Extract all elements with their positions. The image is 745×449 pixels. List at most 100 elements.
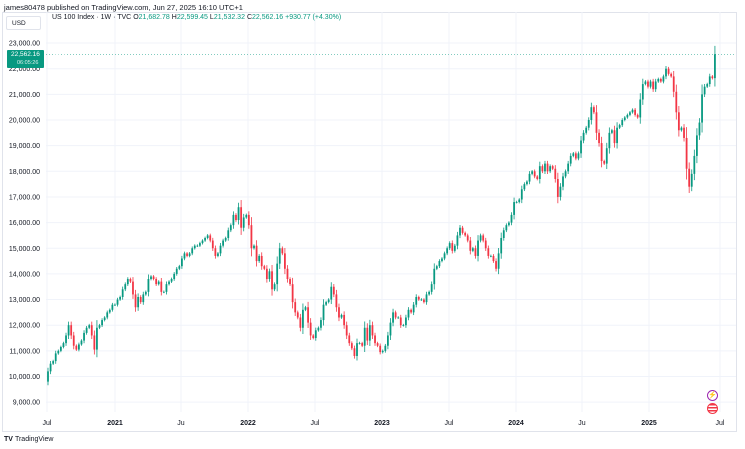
candle-body: [644, 81, 647, 85]
candle-body: [265, 268, 268, 280]
lightning-icon[interactable]: ⚡: [707, 390, 718, 401]
candle-body: [49, 363, 52, 372]
candle-body: [278, 248, 281, 264]
candle-body: [214, 248, 217, 256]
candle-body: [361, 343, 364, 346]
candle-body: [338, 307, 340, 318]
candle-body: [595, 112, 598, 133]
candle-body: [186, 253, 188, 256]
candle-body: [124, 284, 127, 290]
candle-body: [381, 350, 384, 353]
candle-body: [410, 309, 412, 313]
candle-body: [510, 214, 513, 223]
candle-body: [611, 130, 613, 133]
candle-body: [88, 325, 91, 328]
candle-body: [397, 317, 400, 319]
candle-body: [199, 243, 201, 246]
candle-body: [466, 235, 469, 241]
candle-body: [407, 309, 410, 318]
candle-body: [680, 127, 683, 131]
y-tick-label: 12,000.00: [9, 323, 40, 330]
candle-body: [139, 296, 142, 303]
candle-body: [201, 240, 204, 244]
candle-body: [227, 230, 230, 238]
candle-body: [173, 273, 176, 280]
candle-body: [659, 78, 662, 82]
candle-body: [245, 214, 248, 218]
candle-body: [353, 348, 356, 356]
candle-body: [657, 78, 660, 82]
tradingview-logo[interactable]: TV TradingView: [4, 436, 53, 443]
candle-body: [314, 330, 317, 339]
candle-body: [546, 163, 549, 172]
candle-body: [593, 107, 595, 113]
candle-body: [696, 135, 698, 156]
candle-body: [126, 279, 129, 285]
candle-body: [711, 76, 714, 79]
candle-body: [229, 225, 232, 231]
candle-body: [144, 291, 147, 295]
candle-body: [47, 371, 49, 382]
high-value: 22,599.45: [176, 14, 208, 21]
candle-body: [93, 335, 96, 350]
x-tick-label: Jul: [311, 420, 320, 427]
candle-body: [701, 94, 703, 123]
candle-body: [260, 255, 263, 267]
candle-body: [343, 314, 346, 326]
candle-body: [150, 276, 152, 280]
y-tick-label: 15,000.00: [9, 246, 40, 253]
y-tick-label: 23,000.00: [9, 41, 40, 48]
candle-body: [286, 268, 289, 280]
candle-body: [204, 237, 206, 241]
candle-body: [83, 332, 85, 341]
candle-body: [384, 345, 387, 351]
candle-body: [441, 258, 443, 262]
candle-body: [132, 281, 134, 295]
candle-body: [59, 347, 62, 351]
us-flag-icon[interactable]: [707, 403, 718, 414]
candle-body: [206, 235, 209, 238]
candle-body: [490, 255, 492, 257]
candle-body: [325, 302, 327, 305]
candle-body: [616, 127, 618, 144]
candle-body: [474, 248, 477, 256]
candle-body: [577, 153, 580, 159]
x-tick-label: 2023: [374, 420, 390, 427]
open-label: O: [133, 14, 139, 21]
candle-body: [672, 76, 675, 92]
candle-body: [376, 343, 379, 346]
candle-body: [289, 279, 291, 285]
candle-body: [608, 132, 611, 149]
candle-body: [500, 237, 503, 254]
candle-body: [626, 114, 629, 118]
candle-body: [693, 155, 696, 174]
candle-body: [425, 294, 428, 303]
currency-label[interactable]: USD: [6, 16, 41, 30]
candle-body: [70, 325, 73, 336]
candle-body: [211, 240, 214, 249]
candle-body: [168, 281, 170, 285]
candle-body: [492, 255, 495, 262]
candle-body: [114, 304, 116, 306]
candle-body: [152, 276, 155, 280]
candle-body: [662, 76, 665, 82]
candle-body: [464, 232, 467, 236]
low-label: L: [209, 14, 214, 21]
candle-body: [569, 155, 572, 164]
candle-body: [677, 112, 680, 131]
candle-body: [538, 166, 541, 179]
candle-body: [108, 309, 111, 313]
candle-body: [572, 153, 575, 156]
candle-body: [72, 335, 75, 346]
x-tick-label: 2022: [240, 420, 256, 427]
candle-body: [518, 199, 521, 203]
candle-body: [284, 253, 286, 269]
candle-body: [456, 235, 459, 246]
candle-body: [502, 230, 505, 238]
candle-body: [209, 235, 212, 241]
candle-body: [415, 296, 418, 305]
candle-body: [399, 317, 402, 326]
symbol-label[interactable]: US 100 Index · 1W · TVC: [52, 14, 132, 21]
candle-body: [106, 312, 109, 318]
